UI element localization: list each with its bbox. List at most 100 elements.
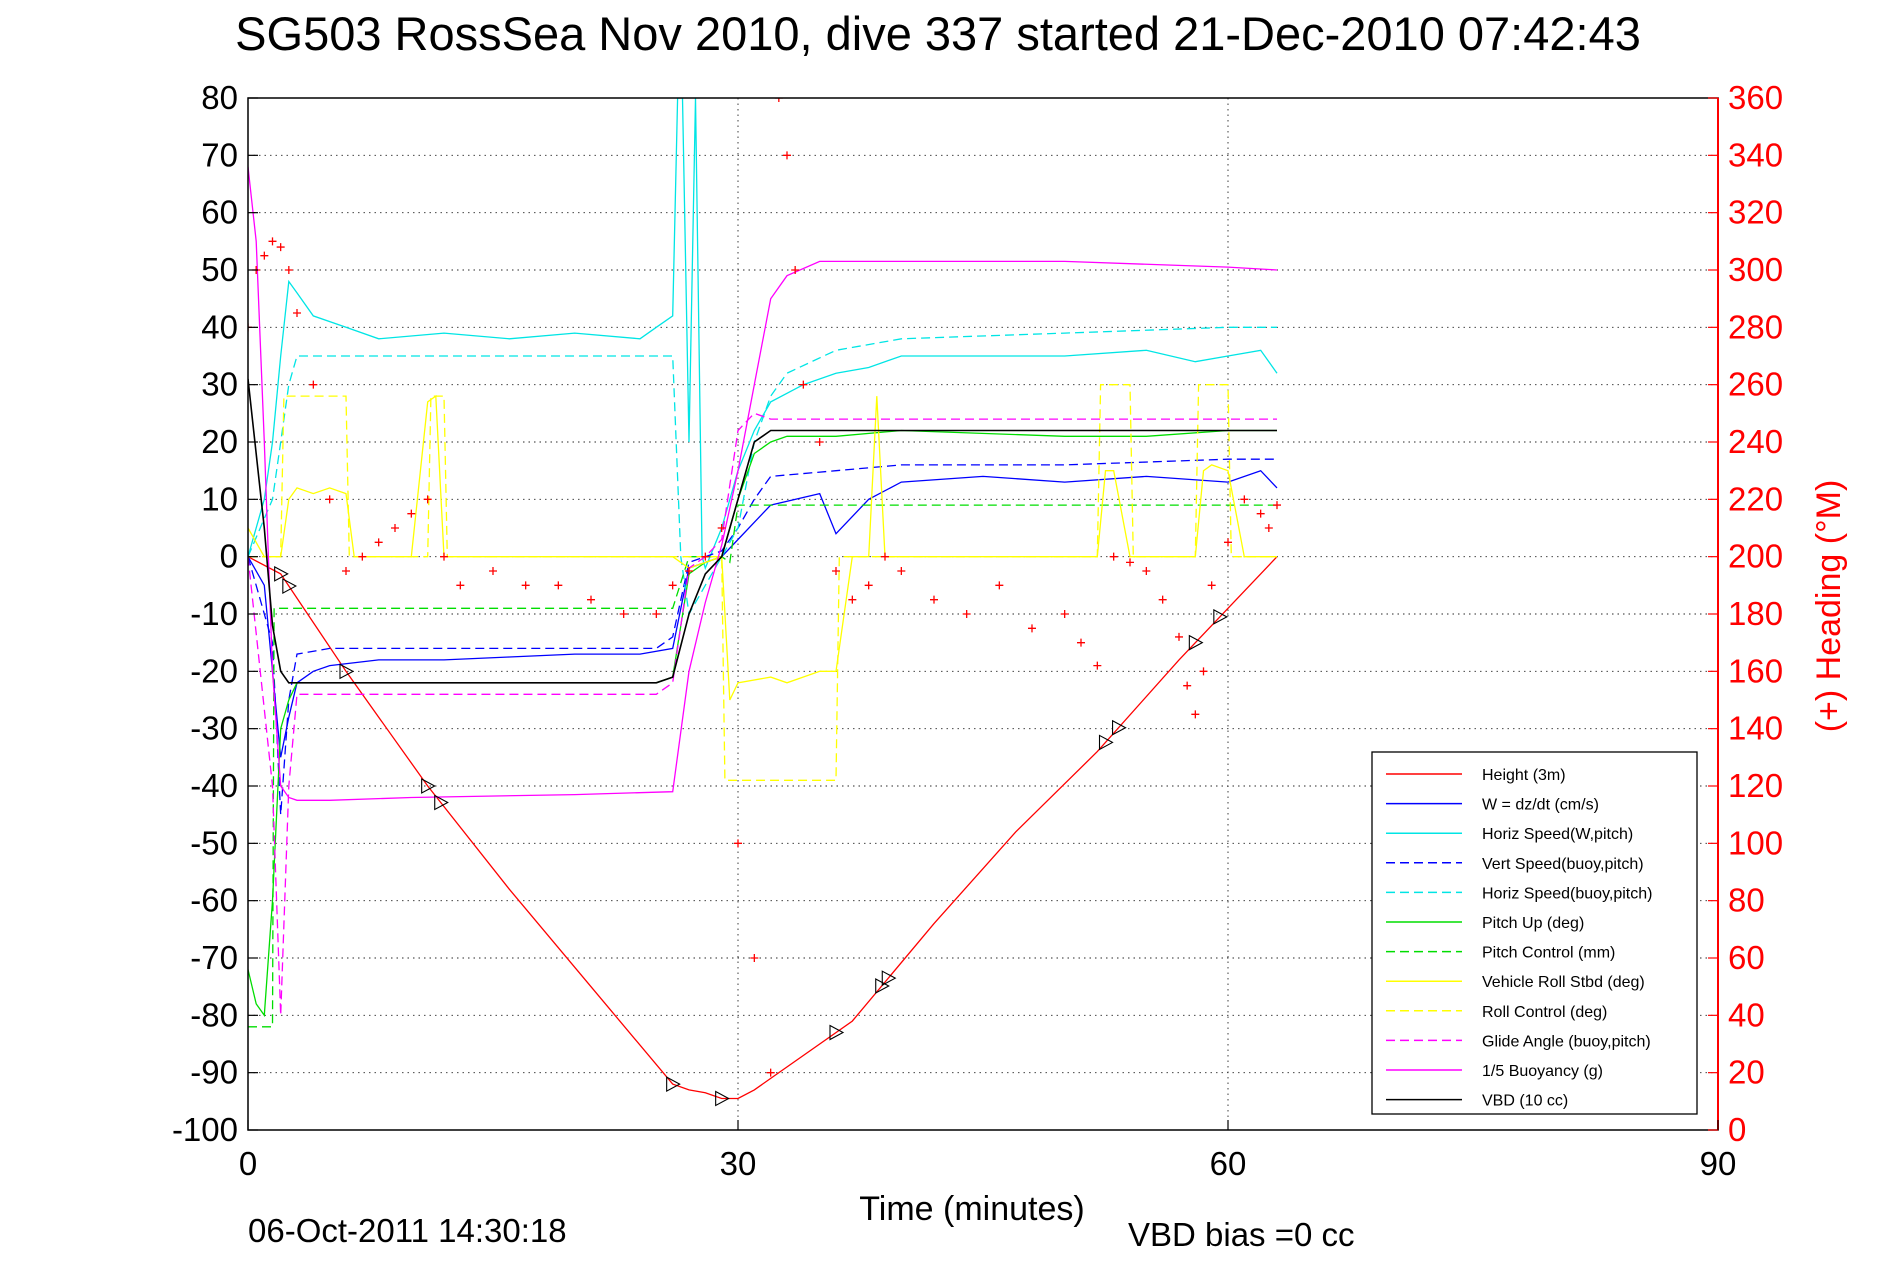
heading-marker xyxy=(1077,638,1085,647)
y-right-tick-label: 300 xyxy=(1728,251,1783,288)
triangle-marker xyxy=(829,1024,845,1041)
y-right-tick-label: 120 xyxy=(1728,767,1783,804)
heading-marker xyxy=(930,595,938,604)
series-lines xyxy=(248,98,1278,1100)
heading-marker xyxy=(864,581,873,590)
triangle-marker xyxy=(1213,608,1228,625)
heading-marker xyxy=(587,595,595,604)
y-tick-label: -20 xyxy=(190,652,238,689)
y-right-tick-label: 20 xyxy=(1728,1054,1765,1091)
heading-marker xyxy=(1109,552,1118,561)
heading-marker xyxy=(358,552,367,561)
series-line-3 xyxy=(248,98,1278,571)
heading-marker xyxy=(848,595,857,604)
legend-label: Pitch Control (mm) xyxy=(1482,945,1615,962)
heading-marker xyxy=(440,552,448,561)
heading-marker xyxy=(1273,501,1281,510)
series-line-11 xyxy=(248,166,1278,801)
y-right-tick-label: 100 xyxy=(1728,824,1783,861)
triangle-marker xyxy=(274,565,289,582)
heading-marker xyxy=(701,552,710,561)
heading-marker xyxy=(1093,661,1102,670)
heading-marker xyxy=(897,567,906,575)
legend-label: Horiz Speed(buoy,pitch) xyxy=(1482,885,1652,902)
y-right-tick-label: 260 xyxy=(1728,366,1783,403)
heading-marker xyxy=(309,380,318,389)
y-right-tick-label: 80 xyxy=(1728,882,1765,919)
series-line-4 xyxy=(248,458,1277,815)
series-line-9 xyxy=(248,384,1277,781)
y-tick-label: 70 xyxy=(201,136,238,173)
triangle-marker xyxy=(881,970,897,987)
legend-label: Roll Control (deg) xyxy=(1482,1004,1607,1021)
triangle-marker xyxy=(1098,734,1114,751)
heading-marker xyxy=(832,567,840,575)
heading-marker xyxy=(456,581,465,590)
x-tick-label: 30 xyxy=(720,1145,757,1182)
y-tick-label: 30 xyxy=(201,366,238,403)
y-right-tick-label: 180 xyxy=(1728,595,1783,632)
legend-label: Height (3m) xyxy=(1482,767,1566,784)
heading-marker xyxy=(391,524,399,532)
heading-marker xyxy=(1256,509,1265,518)
y-tick-label: 50 xyxy=(201,251,238,288)
heading-marker xyxy=(1158,595,1167,604)
y-tick-label: -90 xyxy=(190,1054,238,1091)
legend-label: Pitch Up (deg) xyxy=(1482,915,1584,932)
axis-ticks: 80706050403020100-10-20-30-40-50-60-70-8… xyxy=(172,79,1783,1182)
triangle-marker xyxy=(421,778,436,794)
series-line-7 xyxy=(248,504,1277,1028)
heading-marker xyxy=(521,581,530,590)
triangle-marker xyxy=(339,663,355,680)
y-right-tick-label: 340 xyxy=(1728,136,1783,173)
triangle-marker xyxy=(1188,634,1204,651)
heading-marker xyxy=(766,1068,775,1077)
y-tick-label: 20 xyxy=(201,423,238,460)
y-right-tick-label: 200 xyxy=(1728,538,1783,575)
heading-marker xyxy=(1264,524,1273,532)
y-right-tick-label: 240 xyxy=(1728,423,1783,460)
heading-marker xyxy=(685,567,693,575)
heading-marker xyxy=(1060,610,1069,618)
y-tick-label: 10 xyxy=(201,480,238,517)
y-tick-label: -40 xyxy=(190,767,238,804)
heading-marker xyxy=(554,581,563,590)
legend-label: VBD (10 cc) xyxy=(1482,1093,1568,1110)
heading-markers xyxy=(248,98,1281,1077)
heading-marker xyxy=(815,438,824,446)
legend-label: Glide Angle (buoy,pitch) xyxy=(1482,1033,1651,1050)
y-tick-label: -100 xyxy=(172,1111,238,1148)
heading-marker xyxy=(423,495,432,504)
heading-marker xyxy=(962,610,971,618)
y-tick-label: 40 xyxy=(201,308,238,345)
heading-marker xyxy=(284,266,293,274)
heading-marker xyxy=(750,954,759,962)
heading-marker xyxy=(1183,681,1192,690)
heading-marker xyxy=(652,610,661,618)
heading-marker xyxy=(260,251,269,260)
heading-marker xyxy=(1240,495,1249,504)
triangle-marker xyxy=(282,578,297,594)
heading-marker xyxy=(774,98,783,102)
chart-title: SG503 RossSea Nov 2010, dive 337 started… xyxy=(235,7,1641,60)
series-line-12 xyxy=(248,378,1277,684)
y-tick-label: -30 xyxy=(190,710,238,747)
legend-label: Vert Speed(buoy,pitch) xyxy=(1482,856,1644,873)
triangle-marker xyxy=(434,794,449,811)
legend-label: Horiz Speed(W,pitch) xyxy=(1482,826,1633,843)
y-right-tick-label: 60 xyxy=(1728,939,1765,976)
heading-marker xyxy=(783,151,791,160)
heading-marker xyxy=(1224,538,1232,547)
heading-marker xyxy=(1028,624,1036,633)
y-tick-label: -50 xyxy=(190,824,238,861)
y-right-tick-label: 140 xyxy=(1728,710,1783,747)
heading-marker xyxy=(1207,581,1216,590)
heading-marker xyxy=(489,567,497,575)
x-tick-label: 60 xyxy=(1210,1145,1247,1182)
triangle-marker xyxy=(666,1076,681,1093)
triangle-markers xyxy=(274,565,1228,1107)
y-tick-label: 60 xyxy=(201,194,238,231)
y-tick-label: 0 xyxy=(220,538,238,575)
y-tick-label: -10 xyxy=(190,595,238,632)
